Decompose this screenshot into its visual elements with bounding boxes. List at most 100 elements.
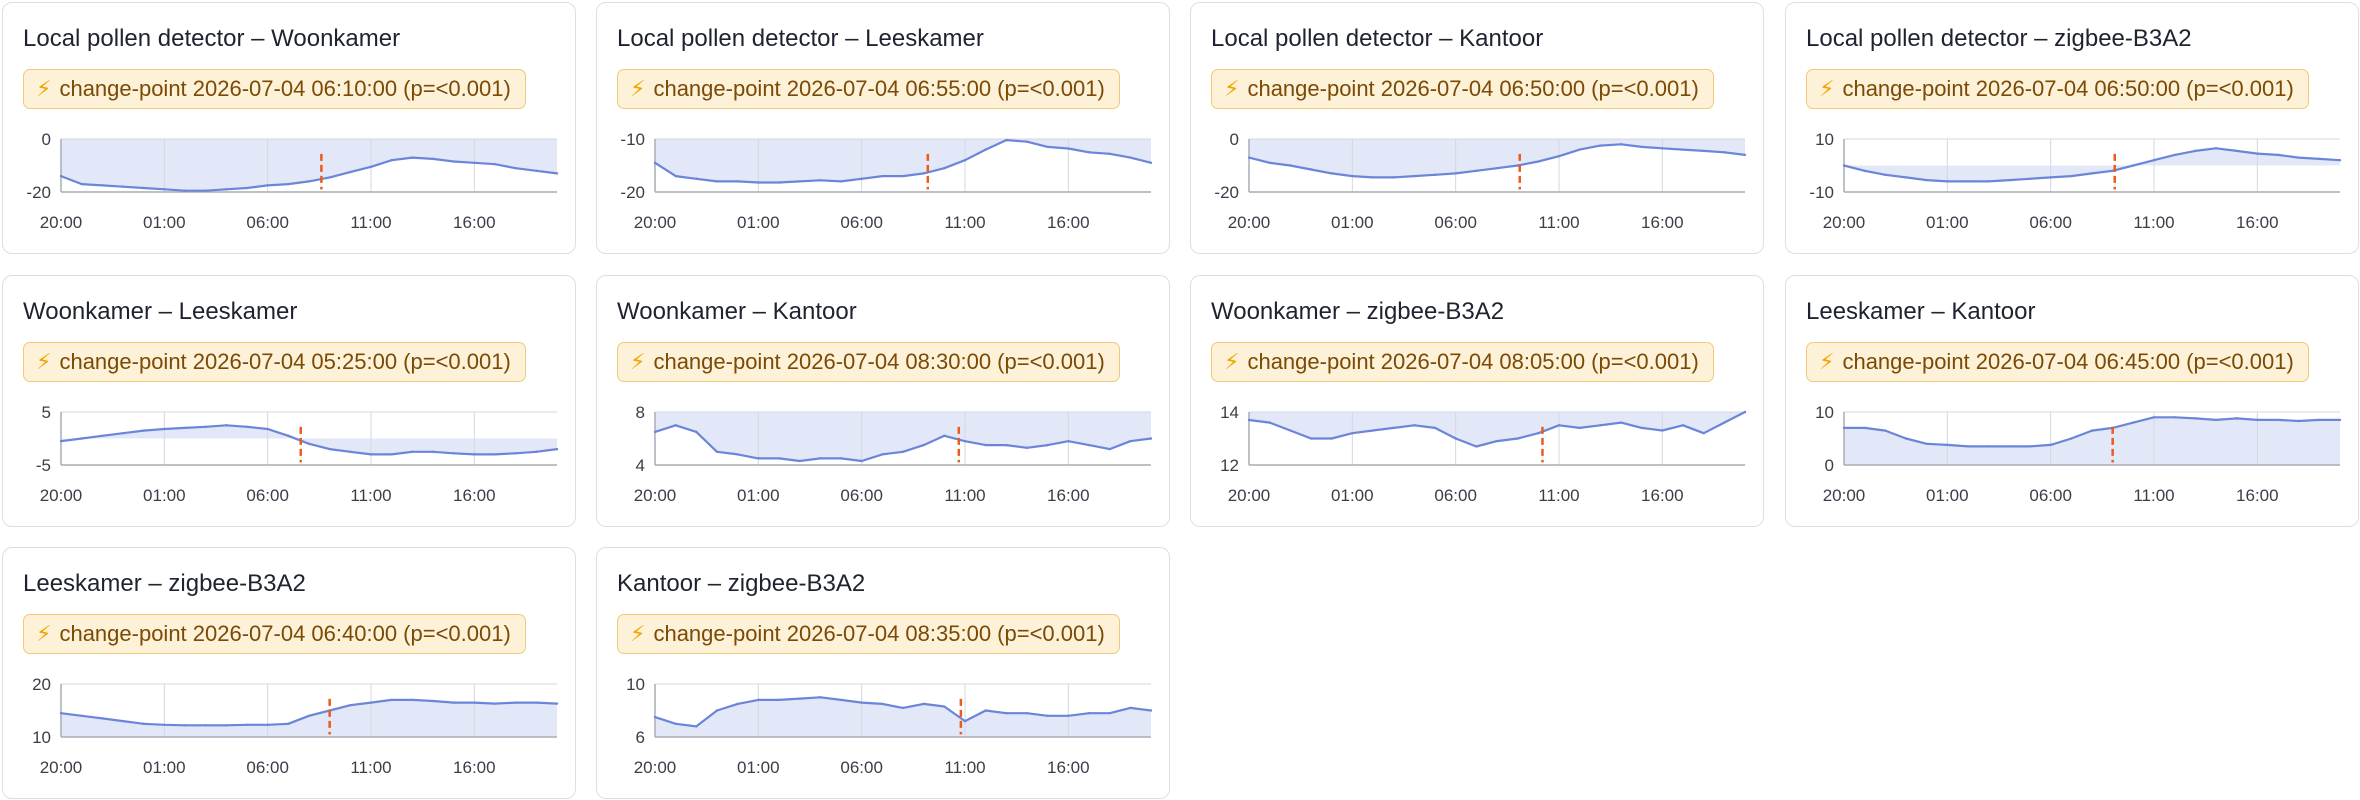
data-point (1884, 429, 1887, 432)
data-point (225, 724, 228, 727)
x-tick-label: 11:00 (2133, 486, 2174, 505)
chart-card[interactable]: 20 10 20:00 01:00 06:00 11:00 16:00 Leeskamer –… (2, 547, 576, 799)
data-point (1108, 447, 1111, 451)
change-point-text: change-point 2026-07-04 08:35:00 (p=<0.0… (653, 621, 1105, 646)
chart-card[interactable]: -10 -20 20:00 01:00 06:00 11:00 16:00 Local pol… (596, 2, 1170, 254)
chart-plot: 14 12 20:00 01:00 06:00 11:00 16:00 (1220, 403, 1747, 505)
change-point-badge: ⚡ change-point 2026-07-04 05:25:00 (p=<0.… (23, 342, 526, 382)
change-point-badge: ⚡ change-point 2026-07-04 06:55:00 (p=<0.… (617, 69, 1120, 109)
data-point (653, 715, 657, 719)
data-point (757, 698, 760, 702)
lightning-icon: ⚡ (36, 76, 52, 101)
y-tick-label: -10 (1809, 183, 1834, 202)
data-point (1149, 709, 1153, 712)
x-tick-label: 01:00 (143, 486, 186, 505)
data-point (2276, 153, 2280, 157)
y-tick-label: -10 (620, 130, 645, 149)
data-point (1516, 437, 1519, 440)
data-point (860, 459, 863, 463)
card-title: Woonkamer – Leeskamer (23, 298, 298, 325)
data-point (2256, 418, 2259, 422)
data-point (1289, 164, 1292, 167)
chart-card[interactable]: 0 -20 20:00 01:00 06:00 11:00 16:00 Local polle… (1190, 2, 1764, 254)
data-point (555, 172, 559, 175)
data-point (757, 457, 760, 460)
chart-card[interactable]: 8 4 20:00 01:00 06:00 11:00 16:00 Woonkamer – K… (596, 275, 1170, 527)
data-point (819, 457, 822, 460)
chart-plot: 20 10 20:00 01:00 06:00 11:00 16:00 (32, 675, 559, 777)
data-point (1005, 711, 1008, 715)
data-point (101, 184, 104, 187)
chart-card[interactable]: 10 -10 20:00 01:00 06:00 11:00 16:00 Local poll… (1785, 2, 2359, 254)
x-tick-label: 11:00 (2133, 213, 2174, 232)
x-tick-label: 11:00 (1538, 213, 1579, 232)
data-point (2152, 416, 2156, 419)
data-point (204, 425, 207, 429)
data-point (121, 719, 125, 723)
data-point (59, 439, 63, 443)
data-point (798, 459, 801, 463)
data-point (1946, 180, 1949, 183)
chart-card[interactable]: 10 6 20:00 01:00 06:00 11:00 16:00 Kantoor – zi… (596, 547, 1170, 799)
data-point (2194, 417, 2197, 420)
data-point (121, 432, 125, 435)
data-point (287, 434, 290, 438)
data-point (2008, 445, 2011, 448)
data-point (1067, 714, 1070, 717)
y-tick-label: -5 (36, 456, 51, 475)
data-point (1108, 711, 1111, 715)
data-point (943, 434, 946, 438)
data-point (101, 434, 104, 438)
data-point (2297, 419, 2300, 423)
data-point (1268, 421, 1271, 424)
data-point (80, 437, 83, 440)
chart-plot: 8 4 20:00 01:00 06:00 11:00 16:00 (634, 403, 1153, 505)
data-point (1743, 153, 1747, 157)
data-point (1309, 437, 1313, 440)
x-tick-label: 20:00 (1823, 486, 1866, 505)
change-point-text: change-point 2026-07-04 08:30:00 (p=<0.0… (653, 349, 1105, 374)
chart-card[interactable]: 0 -20 20:00 01:00 06:00 11:00 16:00 Local polle… (2, 2, 576, 254)
data-point (204, 724, 207, 727)
chart-card[interactable]: 5 -5 20:00 01:00 06:00 11:00 16:00 Woonkamer – … (2, 275, 576, 527)
data-point (1966, 180, 1970, 183)
data-point (1046, 443, 1049, 447)
data-point (328, 176, 331, 179)
data-point (1149, 161, 1153, 165)
data-point (514, 701, 517, 704)
data-point (1330, 172, 1333, 175)
data-point (266, 427, 269, 431)
data-point (225, 188, 228, 191)
data-point (2318, 157, 2321, 161)
x-tick-label: 20:00 (1228, 486, 1271, 505)
data-point (860, 701, 863, 704)
data-point (2235, 149, 2238, 153)
data-point (1087, 711, 1091, 715)
x-tick-label: 20:00 (40, 486, 83, 505)
y-tick-label: 4 (636, 456, 645, 475)
data-point (555, 702, 559, 705)
data-point (2090, 429, 2094, 432)
lightning-icon: ⚡ (630, 76, 646, 101)
data-point (80, 182, 83, 186)
data-point (431, 450, 435, 453)
data-point (1723, 151, 1726, 154)
data-point (473, 453, 476, 456)
data-point (245, 425, 249, 429)
x-tick-label: 06:00 (840, 758, 883, 777)
data-point (142, 429, 145, 432)
data-point (1371, 176, 1375, 179)
data-point (1005, 443, 1008, 447)
chart-card[interactable]: 10 0 20:00 01:00 06:00 11:00 16:00 Leeskamer – … (1785, 275, 2359, 527)
change-point-text: change-point 2026-07-04 06:40:00 (p=<0.0… (59, 621, 511, 646)
change-point-badge: ⚡ change-point 2026-07-04 08:05:00 (p=<0.… (1211, 342, 1714, 382)
card-title: Woonkamer – Kantoor (617, 298, 857, 325)
card-title: Woonkamer – zigbee-B3A2 (1211, 298, 1505, 325)
data-point (1454, 172, 1457, 175)
data-point (1557, 424, 1561, 427)
x-tick-label: 11:00 (350, 758, 391, 777)
data-point (963, 719, 967, 723)
data-point (1433, 173, 1437, 176)
chart-card[interactable]: 14 12 20:00 01:00 06:00 11:00 16:00 Woonkamer –… (1190, 275, 1764, 527)
